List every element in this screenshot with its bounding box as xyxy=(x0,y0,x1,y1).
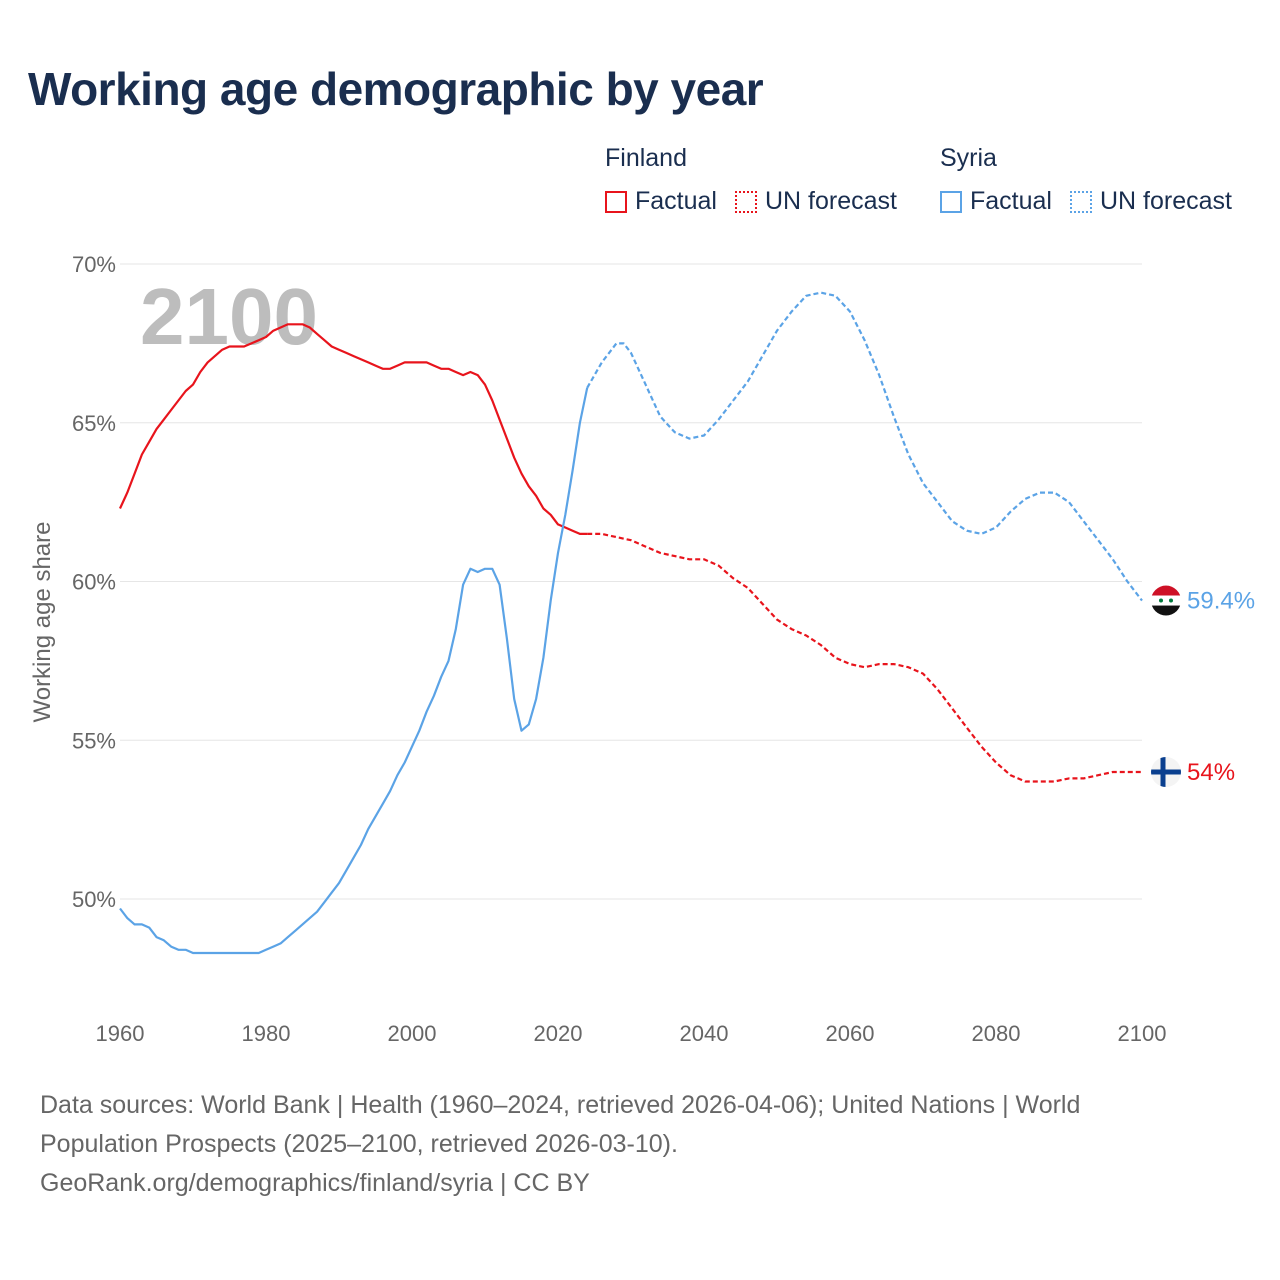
syria-factual-line xyxy=(119,387,589,955)
footer: Data sources: World Bank | Health (1960–… xyxy=(40,1086,1180,1203)
legend-syria-factual-label: Factual xyxy=(970,187,1052,215)
legend-finland-name: Finland xyxy=(605,144,687,172)
legend-finland-factual-swatch xyxy=(605,190,627,213)
legend-finland-factual-label: Factual xyxy=(635,187,717,215)
syria-forecast-line xyxy=(586,291,1143,602)
legend-finland-forecast[interactable]: UN forecast xyxy=(734,187,897,216)
finland-end-label: 54% xyxy=(1187,759,1235,786)
line-chart: 50% 55% 60% 65% 70% 1960 1980 2000 2020 2040 2060 2… xyxy=(29,252,1255,1046)
x-tick-label-2060: 2060 xyxy=(826,1021,875,1046)
legend-syria-factual-swatch xyxy=(940,190,962,213)
x-tick-label-2040: 2040 xyxy=(680,1021,729,1046)
legend-finland: Finland Factual UN forecast xyxy=(605,144,915,216)
y-tick-label-55: 55% xyxy=(72,728,116,753)
x-tick-label-2020: 2020 xyxy=(534,1021,583,1046)
legend-finland-forecast-swatch xyxy=(734,190,757,213)
x-tick-label-2100: 2100 xyxy=(1118,1021,1167,1046)
syria-end-label: 59.4% xyxy=(1187,588,1255,615)
legend-syria-forecast-swatch xyxy=(1069,190,1092,213)
x-tick-label-2000: 2000 xyxy=(388,1021,437,1046)
finland-forecast-line xyxy=(587,532,1142,783)
x-tick-label-2080: 2080 xyxy=(972,1021,1021,1046)
y-tick-label-70: 70% xyxy=(72,252,116,277)
source-url-text: GeoRank.org/demographics/finland/syria |… xyxy=(40,1169,590,1197)
chart-title: Working age demographic by year xyxy=(28,63,764,115)
y-tick-label-65: 65% xyxy=(72,411,116,436)
legend-syria-forecast[interactable]: UN forecast xyxy=(1069,187,1232,216)
x-tick-label-1980: 1980 xyxy=(242,1021,291,1046)
legend-syria-name: Syria xyxy=(940,144,997,172)
legend-finland-forecast-label: UN forecast xyxy=(764,187,897,215)
y-tick-label-50: 50% xyxy=(72,887,116,912)
legend-syria-factual[interactable]: Factual xyxy=(940,187,1052,216)
data-sources-text: Data sources: World Bank | Health (1960–… xyxy=(40,1091,1081,1158)
legend-syria-forecast-label: UN forecast xyxy=(1099,187,1232,215)
y-axis-title: Working age share xyxy=(29,522,56,723)
x-tick-label-1960: 1960 xyxy=(96,1021,145,1046)
legend-syria: Syria Factual UN forecast xyxy=(940,144,1250,216)
finland-flag-icon xyxy=(1151,757,1181,787)
legend-finland-factual[interactable]: Factual xyxy=(605,187,717,216)
y-tick-label-60: 60% xyxy=(72,570,116,595)
syria-flag-icon xyxy=(1151,585,1181,616)
finland-factual-line xyxy=(119,323,588,535)
